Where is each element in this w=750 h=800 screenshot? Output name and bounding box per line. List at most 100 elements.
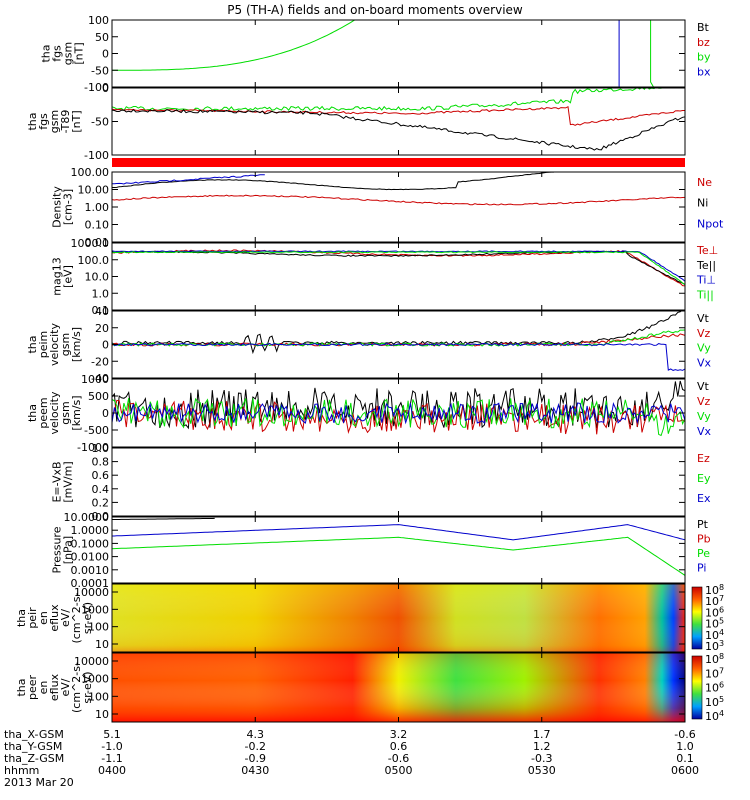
series-Npot [112,174,265,185]
y-tick-label: 1.0 [92,442,110,455]
y-tick-label: 0.4 [92,483,110,496]
y-tick-label: 0.8 [92,456,110,469]
legend-bz: bz [697,36,710,49]
y-tick-label: 10.00 [78,184,110,197]
legend-Vz: Vz [697,395,711,408]
bottom-row-value: -0.2 [245,740,266,753]
bottom-row-value: -0.9 [245,752,266,765]
y-axis-label: tha [15,609,28,627]
bottom-row-value: -1.1 [101,752,122,765]
legend-by: by [697,51,711,64]
legend-Ex: Ex [697,492,711,505]
y-axis-label: fgs [51,45,64,62]
y-tick-label: -50 [91,116,109,129]
bottom-row-value: 1.7 [533,728,551,741]
panel-5 [111,310,686,379]
legend-Ti⊥: Ti⊥ [696,274,716,287]
y-axis-label: en [37,611,50,625]
y-axis-label: velocity [48,323,61,366]
y-tick-label: 1000.0 [71,237,110,250]
colorbar-label: 105 [705,695,724,709]
panel-1 [111,19,686,88]
colorbar-label: 107 [705,666,724,680]
legend-Vt: Vt [697,380,710,393]
y-axis-label: gsm [59,401,72,424]
panel-frame [111,516,686,584]
legend-Vt: Vt [697,312,710,325]
y-axis-label: gsm [59,333,72,356]
y-tick-label: 0.0 [92,510,110,523]
y-tick-label: 0.0001 [71,577,110,590]
legend-Npot: Npot [697,217,724,230]
panel-6 [111,378,686,448]
y-tick-label: -20 [91,355,109,368]
y-tick-label: 1.0000 [71,524,110,537]
y-axis-label: [cm-3] [62,189,75,225]
legend-Bt: Bt [697,21,710,34]
bottom-row-value: -0.6 [388,752,409,765]
y-tick-label: -1000 [77,441,109,454]
date-label: 2013 Mar 20 [4,776,74,789]
bottom-row-value: 0530 [528,764,556,777]
series-black [112,109,685,151]
bottom-row-value: -1.0 [101,740,122,753]
bottom-row-value: 5.1 [103,728,121,741]
bottom-row-label: tha_Y-GSM [4,740,62,753]
bottom-row-value: 0.1 [676,752,694,765]
legend-Vy: Vy [697,410,711,423]
legend-Pt: Pt [697,518,709,531]
panel-2 [111,87,686,156]
series-Te-par [112,250,685,285]
legend-Vz: Vz [697,327,711,340]
y-axis-label: gsm [62,42,75,65]
y-tick-label: 100 [88,14,109,27]
bottom-row-label: tha_X-GSM [4,728,64,741]
bottom-row-value: 1.2 [533,740,551,753]
y-axis-label: [nT] [70,110,83,132]
y-axis-label: [eV] [62,265,75,288]
y-axis-label: sr-eV) [81,671,94,703]
y-tick-label: 0.2 [92,496,110,509]
y-tick-label: 100 [88,621,109,634]
bottom-row-value: 0400 [98,764,126,777]
legend-Ey: Ey [697,472,711,485]
y-axis-label: en [37,681,50,695]
series-Te-perp [112,249,685,287]
y-tick-label: 0.0010 [71,564,110,577]
y-axis-label: mag13 [51,257,64,295]
panel-frame [111,19,686,88]
series-by-b [650,20,654,87]
y-axis-label: (cm^2-s- [70,593,83,644]
y-axis-label: velocity [48,391,61,434]
legend-Vx: Vx [697,356,712,369]
series-by [112,20,356,71]
y-tick-label: 0 [102,82,109,95]
y-axis-label: eV/ [59,609,72,627]
y-tick-label: 10000 [74,655,109,668]
series-Ne [112,194,685,206]
panel-frame [111,171,686,243]
y-axis-label: tha [26,112,39,130]
y-tick-label: -50 [91,64,109,77]
panel-3 [111,171,686,243]
bottom-row-label: hhmm [4,764,39,777]
y-tick-label: 0 [102,407,109,420]
bottom-row-value: 3.2 [390,728,408,741]
y-axis-label: peir [26,607,39,629]
colorbar [691,586,703,650]
legend-Vx: Vx [697,425,712,438]
y-tick-label: 0.1 [92,304,110,317]
legend-bx: bx [697,65,711,78]
series-Pi [112,524,685,541]
y-tick-label: 10 [95,708,109,721]
legend-Te⊥: Te⊥ [696,244,718,257]
y-axis-label: Density [51,186,64,228]
series-Pe [112,536,685,576]
legend-Te||: Te|| [696,259,716,272]
legend-Vy: Vy [697,342,711,355]
colorbar-label: 108 [705,652,724,666]
y-axis-label: sr-eV) [81,602,94,634]
colorbar [691,655,703,720]
y-axis-label: [nT] [73,42,86,64]
